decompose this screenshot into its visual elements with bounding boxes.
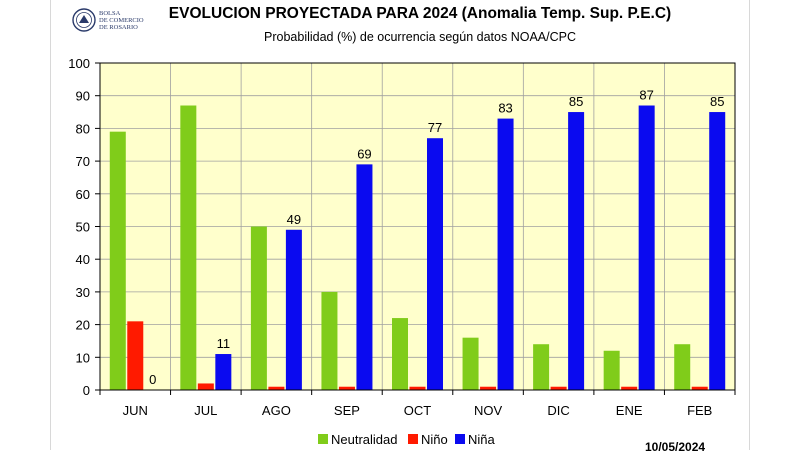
legend-label: Niño xyxy=(421,432,448,447)
bar-neutralidad-oct xyxy=(392,318,408,390)
data-label: 11 xyxy=(217,336,231,351)
bcr-seal-icon xyxy=(72,8,96,32)
data-label: 49 xyxy=(287,212,301,227)
legend-swatch-nia xyxy=(455,434,465,444)
bar-nio-feb xyxy=(691,386,708,390)
y-tick-label: 80 xyxy=(76,121,90,136)
data-label: 85 xyxy=(710,94,724,109)
y-tick-label: 100 xyxy=(68,56,90,71)
x-tick-label: SEP xyxy=(334,403,360,418)
x-tick-label: NOV xyxy=(474,403,503,418)
y-tick-label: 60 xyxy=(76,187,90,202)
y-tick-label: 90 xyxy=(76,89,90,104)
bar-neutralidad-jul xyxy=(180,105,197,390)
data-label: 83 xyxy=(498,101,512,116)
left-frame-line xyxy=(50,0,51,450)
bar-nia-sep xyxy=(356,164,373,390)
y-tick-label: 10 xyxy=(76,350,90,365)
bar-nia-nov xyxy=(497,118,514,390)
x-tick-label: AGO xyxy=(262,403,291,418)
data-label: 0 xyxy=(149,372,156,387)
bar-nio-ago xyxy=(268,386,285,390)
x-tick-label: JUL xyxy=(194,403,217,418)
x-tick-label: OCT xyxy=(404,403,432,418)
axes: 0 10 20 30 40 50 60 70 80 90 100 JUN JUL AGO SEP OCT NOV… xyxy=(68,56,736,418)
y-tick-label: 30 xyxy=(76,285,90,300)
legend-label: Neutralidad xyxy=(331,432,398,447)
data-label: 77 xyxy=(428,120,442,135)
bar-neutralidad-nov xyxy=(462,337,479,390)
x-tick-label: ENE xyxy=(616,403,643,418)
x-tick-label: FEB xyxy=(687,403,712,418)
bar-nio-jul xyxy=(197,383,214,390)
bar-nio-ene xyxy=(621,386,638,390)
bar-nio-jun xyxy=(127,321,144,390)
y-tick-label: 0 xyxy=(83,383,90,398)
plot-border xyxy=(99,62,736,391)
grid-lines xyxy=(100,63,735,390)
data-label: 85 xyxy=(569,94,583,109)
bar-nio-oct xyxy=(409,386,426,390)
bar-nio-nov xyxy=(480,386,497,390)
bar-nia-dic xyxy=(568,112,585,391)
bar-nia-oct xyxy=(427,138,443,390)
data-label: 87 xyxy=(639,88,653,103)
y-tick-label: 20 xyxy=(76,318,90,333)
logo-org-name: BOLSA DE COMERCIO DE ROSARIO xyxy=(99,10,144,31)
legend-swatch-neutralidad xyxy=(318,434,328,444)
y-tick-label: 50 xyxy=(76,220,90,235)
bar-nio-sep xyxy=(338,386,355,390)
bar-nia-ene xyxy=(638,105,655,390)
x-tick-label: JUN xyxy=(123,403,148,418)
bar-neutralidad-jun xyxy=(109,131,126,391)
bar-nia-ago xyxy=(285,229,302,390)
bar-neutralidad-ene xyxy=(603,350,620,390)
legend: Neutralidad Niño Niña xyxy=(318,432,496,447)
y-tick-label: 70 xyxy=(76,154,90,169)
y-tick-label: 40 xyxy=(76,252,90,267)
legend-swatch-nio xyxy=(408,434,418,444)
bar-neutralidad-sep xyxy=(321,291,338,390)
data-labels: 0 11 49 69 77 83 85 87 85 xyxy=(149,88,724,387)
bar-neutralidad-ago xyxy=(250,226,267,390)
bar-nio-dic xyxy=(550,386,567,390)
date-stamp: 10/05/2024 xyxy=(645,440,706,454)
bars xyxy=(109,105,726,391)
data-label: 69 xyxy=(357,146,371,161)
bar-nia-jul xyxy=(215,354,232,390)
chart-title: EVOLUCION PROYECTADA PARA 2024 (Anomalia… xyxy=(168,5,672,22)
legend-label: Niña xyxy=(468,432,496,447)
chart-subtitle: Probabilidad (%) de ocurrencia según dat… xyxy=(264,30,576,44)
bar-neutralidad-feb xyxy=(674,344,691,390)
bar-neutralidad-dic xyxy=(533,344,550,390)
bar-nia-feb xyxy=(709,112,726,391)
right-frame-line xyxy=(749,0,750,450)
bcr-logo: BOLSA DE COMERCIO DE ROSARIO xyxy=(72,8,152,34)
x-tick-label: DIC xyxy=(547,403,569,418)
